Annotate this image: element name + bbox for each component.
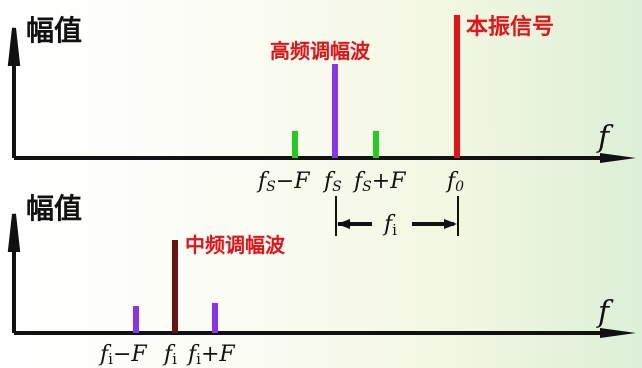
fi-measure-left-arrow: [337, 219, 350, 229]
bottom-panel: 幅值 f 中频调幅波 fi−F fi fi+F: [7, 192, 636, 368]
top-panel: 幅值 f 高频调幅波 本振信号 fS−F fS fS+F f0: [7, 14, 636, 239]
bottom-y-axis: [7, 213, 21, 333]
bottom-y-axis-label: 幅值: [26, 192, 82, 225]
tick-fs-minus-F: fS−F: [256, 169, 310, 195]
fi-measure-label: fi: [382, 212, 397, 239]
top-x-axis-arrow: [600, 153, 636, 163]
top-y-axis-label: 幅值: [26, 14, 82, 47]
tick-fs: fS: [322, 169, 342, 195]
fi-measure: fi: [335, 196, 459, 239]
top-local-osc-label: 本振信号: [466, 14, 554, 40]
tick-fi-plus-F: fi+F: [186, 342, 235, 368]
bottom-x-axis-label: f: [596, 295, 614, 330]
top-x-axis-label: f: [596, 120, 614, 155]
tick-f0: f0: [445, 169, 464, 195]
bottom-x-axis-arrow: [600, 328, 636, 338]
bottom-title-label: 中频调幅波: [185, 233, 286, 257]
fi-measure-right-arrow: [444, 219, 457, 229]
tick-fi-minus-F: fi−F: [98, 342, 147, 368]
tick-fs-plus-F: fS+F: [352, 169, 406, 195]
top-title-label: 高频调幅波: [270, 39, 371, 63]
tick-fi: fi: [162, 342, 177, 368]
top-y-axis: [7, 27, 21, 158]
